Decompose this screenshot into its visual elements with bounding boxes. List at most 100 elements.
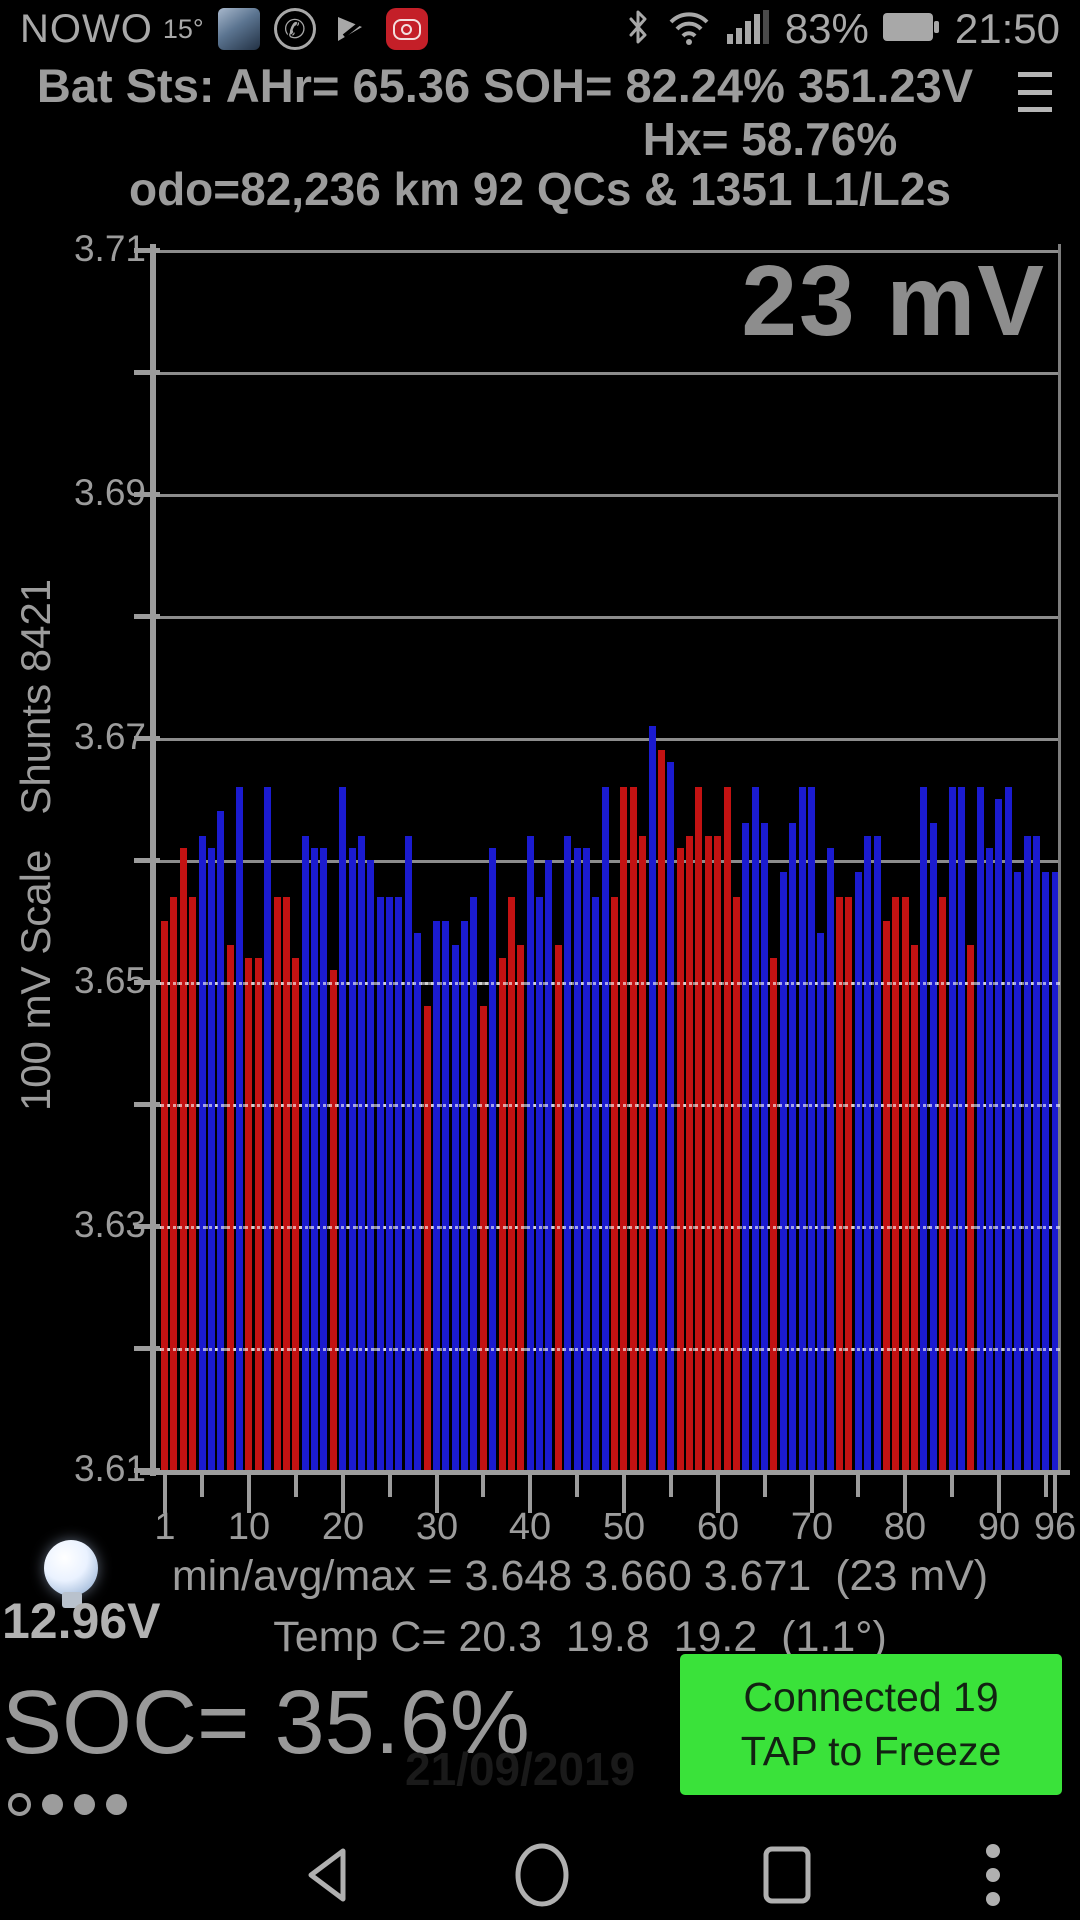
- x-tick-label: 1: [154, 1506, 176, 1548]
- back-icon[interactable]: [282, 1830, 372, 1920]
- cell-bar: [695, 787, 702, 1470]
- cell-bar: [799, 787, 806, 1470]
- cell-bar: [424, 1006, 431, 1470]
- cell-bar: [920, 787, 927, 1470]
- x-tick-label: 80: [883, 1506, 927, 1548]
- cell-bar: [742, 823, 749, 1470]
- x-tick-major: [903, 1475, 907, 1513]
- x-tick-minor: [856, 1475, 860, 1497]
- x-tick-minor: [669, 1475, 673, 1497]
- cell-bar: [836, 897, 843, 1470]
- recents-icon[interactable]: [742, 1830, 832, 1920]
- cell-bar: [686, 836, 693, 1470]
- x-tick-minor: [388, 1475, 392, 1497]
- x-tick-major: [163, 1475, 167, 1513]
- photo-notification-icon: [217, 8, 260, 50]
- faint-date-label: 21/09/2019: [405, 1743, 636, 1795]
- cell-bar: [311, 848, 318, 1470]
- cell-bar: [217, 811, 224, 1470]
- cell-bar: [1052, 872, 1059, 1470]
- y-tick: [134, 248, 160, 253]
- cell-bar: [330, 970, 337, 1470]
- page-indicator-dots[interactable]: [8, 1793, 127, 1816]
- grid-line: [160, 250, 1060, 253]
- recorder-app-icon: [385, 8, 428, 50]
- odometer-label: odo=82,236 km 92 QCs & 1351 L1/L2s: [128, 163, 952, 215]
- dashed-grid-overlay: [160, 1348, 1060, 1351]
- cell-bar: [602, 787, 609, 1470]
- y-tick-label: 3.71: [73, 228, 146, 269]
- cell-bar: [480, 1006, 487, 1470]
- cell-bar: [592, 897, 599, 1470]
- cell-bar: [470, 897, 477, 1470]
- overflow-menu-icon[interactable]: [948, 1830, 1038, 1920]
- cell-bar: [808, 787, 815, 1470]
- status-bar: NOWO 15° ✆ 83% 21:50: [0, 0, 1080, 58]
- soc-label: SOC= 35.6%: [2, 1673, 530, 1773]
- home-icon[interactable]: [497, 1830, 587, 1920]
- cell-bar: [1024, 836, 1031, 1470]
- y-tick: [134, 1102, 160, 1107]
- voltage-spread-label: 23 mV: [741, 245, 1046, 357]
- y-tick: [134, 858, 160, 863]
- y-tick: [134, 492, 160, 497]
- y-tick-label: 3.67: [73, 716, 146, 757]
- cell-bar: [499, 958, 506, 1470]
- cell-bar: [995, 799, 1002, 1470]
- cell-bar: [892, 897, 899, 1470]
- cell-bar: [649, 726, 656, 1470]
- y-tick-label: 3.69: [73, 472, 146, 513]
- cell-bar: [320, 848, 327, 1470]
- signal-strength-icon: [726, 8, 771, 51]
- cell-bar: [302, 836, 309, 1470]
- y-tick: [134, 614, 160, 619]
- x-tick-major: [622, 1475, 626, 1513]
- cell-bar: [245, 958, 252, 1470]
- battery-status-title: Bat Sts: AHr= 65.36 SOH= 82.24% 351.23V: [36, 59, 974, 112]
- cell-bar: [817, 933, 824, 1470]
- cell-bar: [358, 836, 365, 1470]
- tap-to-freeze-line: TAP to Freeze: [740, 1727, 1002, 1774]
- cell-bar: [845, 897, 852, 1470]
- x-tick-label: 60: [696, 1506, 740, 1548]
- cell-bar: [414, 933, 421, 1470]
- cell-bar: [283, 897, 290, 1470]
- play-store-icon: [330, 8, 372, 50]
- x-tick-label: 90: [977, 1506, 1021, 1548]
- battery-icon: [882, 11, 941, 48]
- page-dot: [42, 1794, 63, 1815]
- cell-bar: [508, 897, 515, 1470]
- x-tick-label: 70: [790, 1506, 834, 1548]
- cell-bar: [349, 848, 356, 1470]
- grid-line: [160, 616, 1060, 619]
- carrier-label: NOWO: [20, 6, 153, 51]
- x-tick-label: 20: [321, 1506, 365, 1548]
- cell-bar: [733, 897, 740, 1470]
- connect-freeze-button[interactable]: Connected 19 TAP to Freeze: [680, 1654, 1062, 1795]
- y-axis-line: [150, 244, 156, 1476]
- x-tick-major: [810, 1475, 814, 1513]
- cell-bar: [714, 836, 721, 1470]
- cell-bar: [874, 836, 881, 1470]
- bluetooth-icon: [625, 7, 651, 52]
- x-tick-major: [247, 1475, 251, 1513]
- cell-bar: [274, 897, 281, 1470]
- x-tick-major: [435, 1475, 439, 1513]
- connect-status-line: Connected 19: [743, 1674, 999, 1721]
- cell-bar: [264, 787, 271, 1470]
- cell-bar: [367, 860, 374, 1470]
- cell-bar: [667, 762, 674, 1470]
- cell-bar: [789, 823, 796, 1470]
- cell-bar: [958, 787, 965, 1470]
- menu-icon[interactable]: [1018, 72, 1060, 112]
- lightbulb-icon[interactable]: [44, 1540, 100, 1620]
- cell-bar: [1014, 872, 1021, 1470]
- cell-bar: [770, 958, 777, 1470]
- cell-bar: [199, 836, 206, 1470]
- page-dot: [106, 1794, 127, 1815]
- cell-bar: [527, 836, 534, 1470]
- cell-bar: [639, 836, 646, 1470]
- min-avg-max-label: min/avg/max = 3.648 3.660 3.671 (23 mV): [171, 1552, 989, 1600]
